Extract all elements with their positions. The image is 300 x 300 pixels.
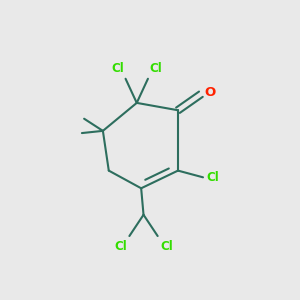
Text: Cl: Cl <box>114 240 127 253</box>
Text: O: O <box>205 86 216 99</box>
Text: Cl: Cl <box>111 62 124 75</box>
Text: Cl: Cl <box>160 240 173 253</box>
Text: Cl: Cl <box>206 171 219 184</box>
Text: Cl: Cl <box>149 62 162 75</box>
